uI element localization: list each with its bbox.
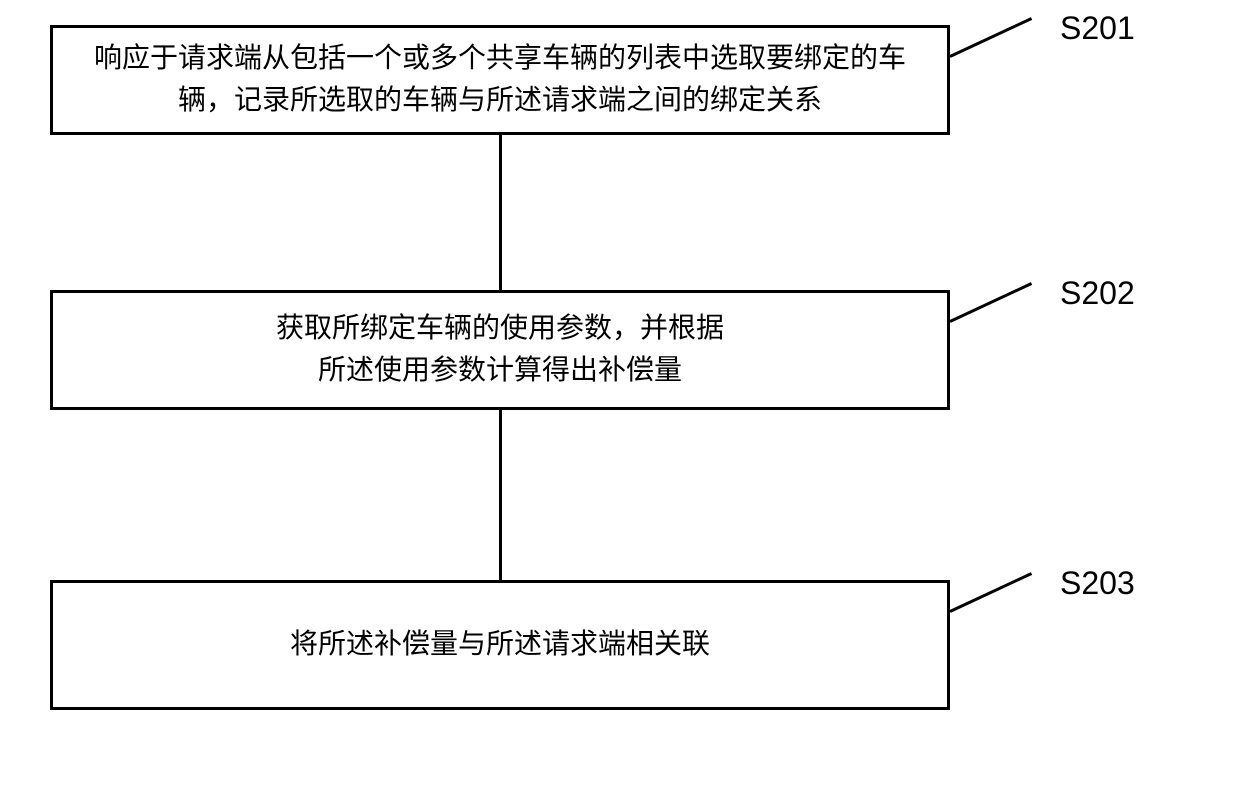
label-line-s202 [949, 282, 1032, 323]
node-s202-text: 获取所绑定车辆的使用参数，并根据 所述使用参数计算得出补偿量 [276, 308, 724, 392]
flowchart-node-s201: 响应于请求端从包括一个或多个共享车辆的列表中选取要绑定的车辆，记录所选取的车辆与… [50, 25, 950, 135]
label-line-s203 [949, 572, 1032, 613]
connector-s202-s203 [499, 410, 502, 580]
flowchart-node-s202: 获取所绑定车辆的使用参数，并根据 所述使用参数计算得出补偿量 [50, 290, 950, 410]
flowchart-node-s203: 将所述补偿量与所述请求端相关联 [50, 580, 950, 710]
node-s203-text: 将所述补偿量与所述请求端相关联 [290, 624, 710, 666]
label-s202: S202 [1060, 275, 1135, 312]
label-s203: S203 [1060, 565, 1135, 602]
flowchart-diagram: 响应于请求端从包括一个或多个共享车辆的列表中选取要绑定的车辆，记录所选取的车辆与… [0, 0, 1240, 785]
label-line-s201 [949, 17, 1032, 58]
node-s201-text: 响应于请求端从包括一个或多个共享车辆的列表中选取要绑定的车辆，记录所选取的车辆与… [73, 38, 927, 122]
connector-s201-s202 [499, 135, 502, 290]
label-s201: S201 [1060, 10, 1135, 47]
